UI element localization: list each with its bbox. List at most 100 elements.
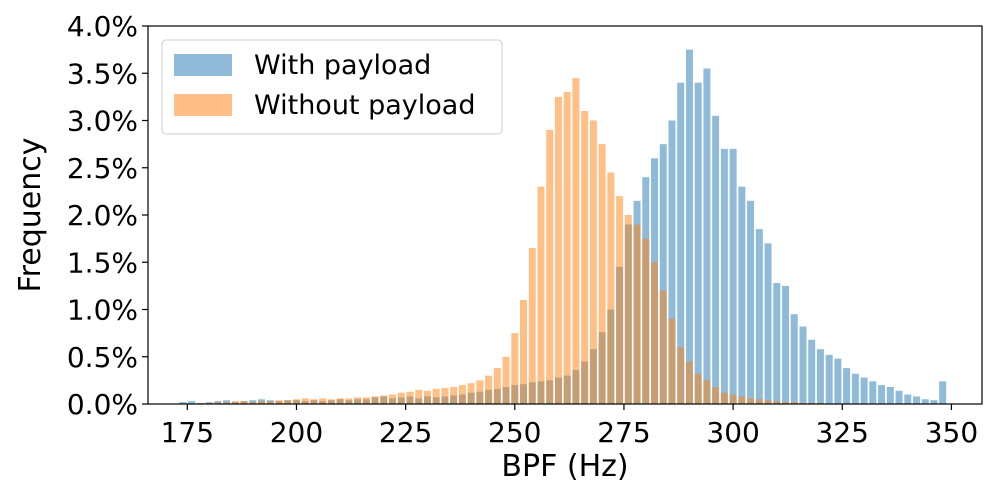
bar bbox=[895, 390, 903, 404]
bar bbox=[677, 82, 685, 404]
y-tick-label: 1.0% bbox=[67, 294, 138, 327]
bar bbox=[485, 375, 493, 404]
bar bbox=[825, 354, 833, 404]
y-tick-label: 4.0% bbox=[67, 10, 138, 43]
bar bbox=[572, 77, 580, 404]
bar bbox=[651, 262, 659, 404]
bar bbox=[930, 400, 938, 404]
bar bbox=[712, 386, 720, 404]
bar bbox=[240, 401, 248, 404]
bar bbox=[755, 399, 763, 404]
bar bbox=[816, 349, 824, 404]
bar bbox=[633, 224, 641, 404]
bar bbox=[607, 172, 615, 404]
bar bbox=[668, 318, 676, 404]
bar bbox=[467, 383, 475, 404]
plot-frame bbox=[147, 25, 983, 405]
bar bbox=[231, 401, 239, 404]
legend-box bbox=[161, 39, 503, 135]
bar bbox=[441, 387, 449, 404]
bar bbox=[589, 120, 597, 404]
bar bbox=[703, 68, 711, 405]
ticks-layer: 175 200 225 250 275 300 325 350 0.0% 0.5% 1.0% 1.5%… bbox=[67, 10, 978, 449]
bar bbox=[694, 373, 702, 404]
bar bbox=[432, 388, 440, 404]
x-tick-label: 275 bbox=[597, 416, 650, 449]
bar bbox=[397, 392, 405, 404]
bar bbox=[694, 82, 702, 404]
legend: With payload Without payload bbox=[161, 39, 503, 135]
bar bbox=[782, 402, 790, 404]
bar bbox=[703, 380, 711, 404]
bar bbox=[345, 398, 353, 404]
bar bbox=[292, 399, 300, 404]
bar bbox=[371, 396, 379, 404]
legend-label-without-payload: Without payload bbox=[254, 90, 475, 121]
x-tick-label: 175 bbox=[161, 416, 214, 449]
bar bbox=[188, 401, 196, 404]
x-tick-label: 350 bbox=[925, 416, 978, 449]
bar bbox=[747, 200, 755, 404]
bar bbox=[755, 229, 763, 404]
x-tick-label: 325 bbox=[816, 416, 869, 449]
bar bbox=[869, 381, 877, 404]
bar bbox=[528, 248, 536, 404]
bar bbox=[423, 390, 431, 404]
bar bbox=[799, 326, 807, 404]
bar bbox=[554, 96, 562, 404]
bar bbox=[659, 144, 667, 404]
bar bbox=[310, 399, 318, 404]
y-tick-label: 0.0% bbox=[67, 388, 138, 421]
bar bbox=[668, 120, 676, 404]
bar bbox=[685, 361, 693, 404]
legend-label-with-payload: With payload bbox=[254, 50, 431, 81]
bar bbox=[502, 356, 510, 404]
bar bbox=[284, 400, 292, 404]
bar bbox=[738, 396, 746, 404]
bar bbox=[223, 402, 231, 404]
bar bbox=[520, 300, 528, 404]
bar bbox=[659, 290, 667, 404]
bar bbox=[266, 401, 274, 404]
bar bbox=[476, 380, 484, 404]
x-tick-label: 250 bbox=[488, 416, 541, 449]
bar bbox=[275, 400, 283, 404]
bar bbox=[537, 186, 545, 404]
y-tick-label: 1.5% bbox=[67, 246, 138, 279]
bar bbox=[362, 397, 370, 404]
bar bbox=[581, 111, 589, 405]
bar bbox=[258, 401, 266, 404]
bar bbox=[685, 49, 693, 404]
bar bbox=[939, 381, 947, 404]
y-tick-label: 3.5% bbox=[67, 57, 138, 90]
x-tick-label: 300 bbox=[706, 416, 759, 449]
bar bbox=[179, 402, 187, 404]
bar bbox=[546, 129, 554, 404]
bar bbox=[773, 401, 781, 404]
bar bbox=[790, 402, 798, 404]
bar bbox=[860, 377, 868, 404]
y-tick-label: 2.5% bbox=[67, 152, 138, 185]
bar bbox=[214, 402, 222, 404]
legend-swatch-with-payload bbox=[174, 54, 232, 76]
bar bbox=[878, 385, 886, 404]
x-tick-label: 225 bbox=[379, 416, 432, 449]
y-tick-label: 2.0% bbox=[67, 199, 138, 232]
bar bbox=[747, 398, 755, 404]
y-axis-label: Frequency bbox=[13, 138, 48, 293]
bar bbox=[712, 115, 720, 405]
bar bbox=[415, 389, 423, 404]
bar bbox=[843, 368, 851, 404]
bar bbox=[808, 339, 816, 404]
bar bbox=[458, 385, 466, 404]
bar bbox=[336, 398, 344, 404]
bar bbox=[493, 368, 501, 404]
bar bbox=[406, 391, 414, 404]
bar bbox=[563, 92, 571, 405]
bar bbox=[834, 358, 842, 404]
bar bbox=[624, 215, 632, 404]
bar bbox=[720, 148, 728, 404]
bar bbox=[354, 397, 362, 404]
bar bbox=[764, 243, 772, 404]
